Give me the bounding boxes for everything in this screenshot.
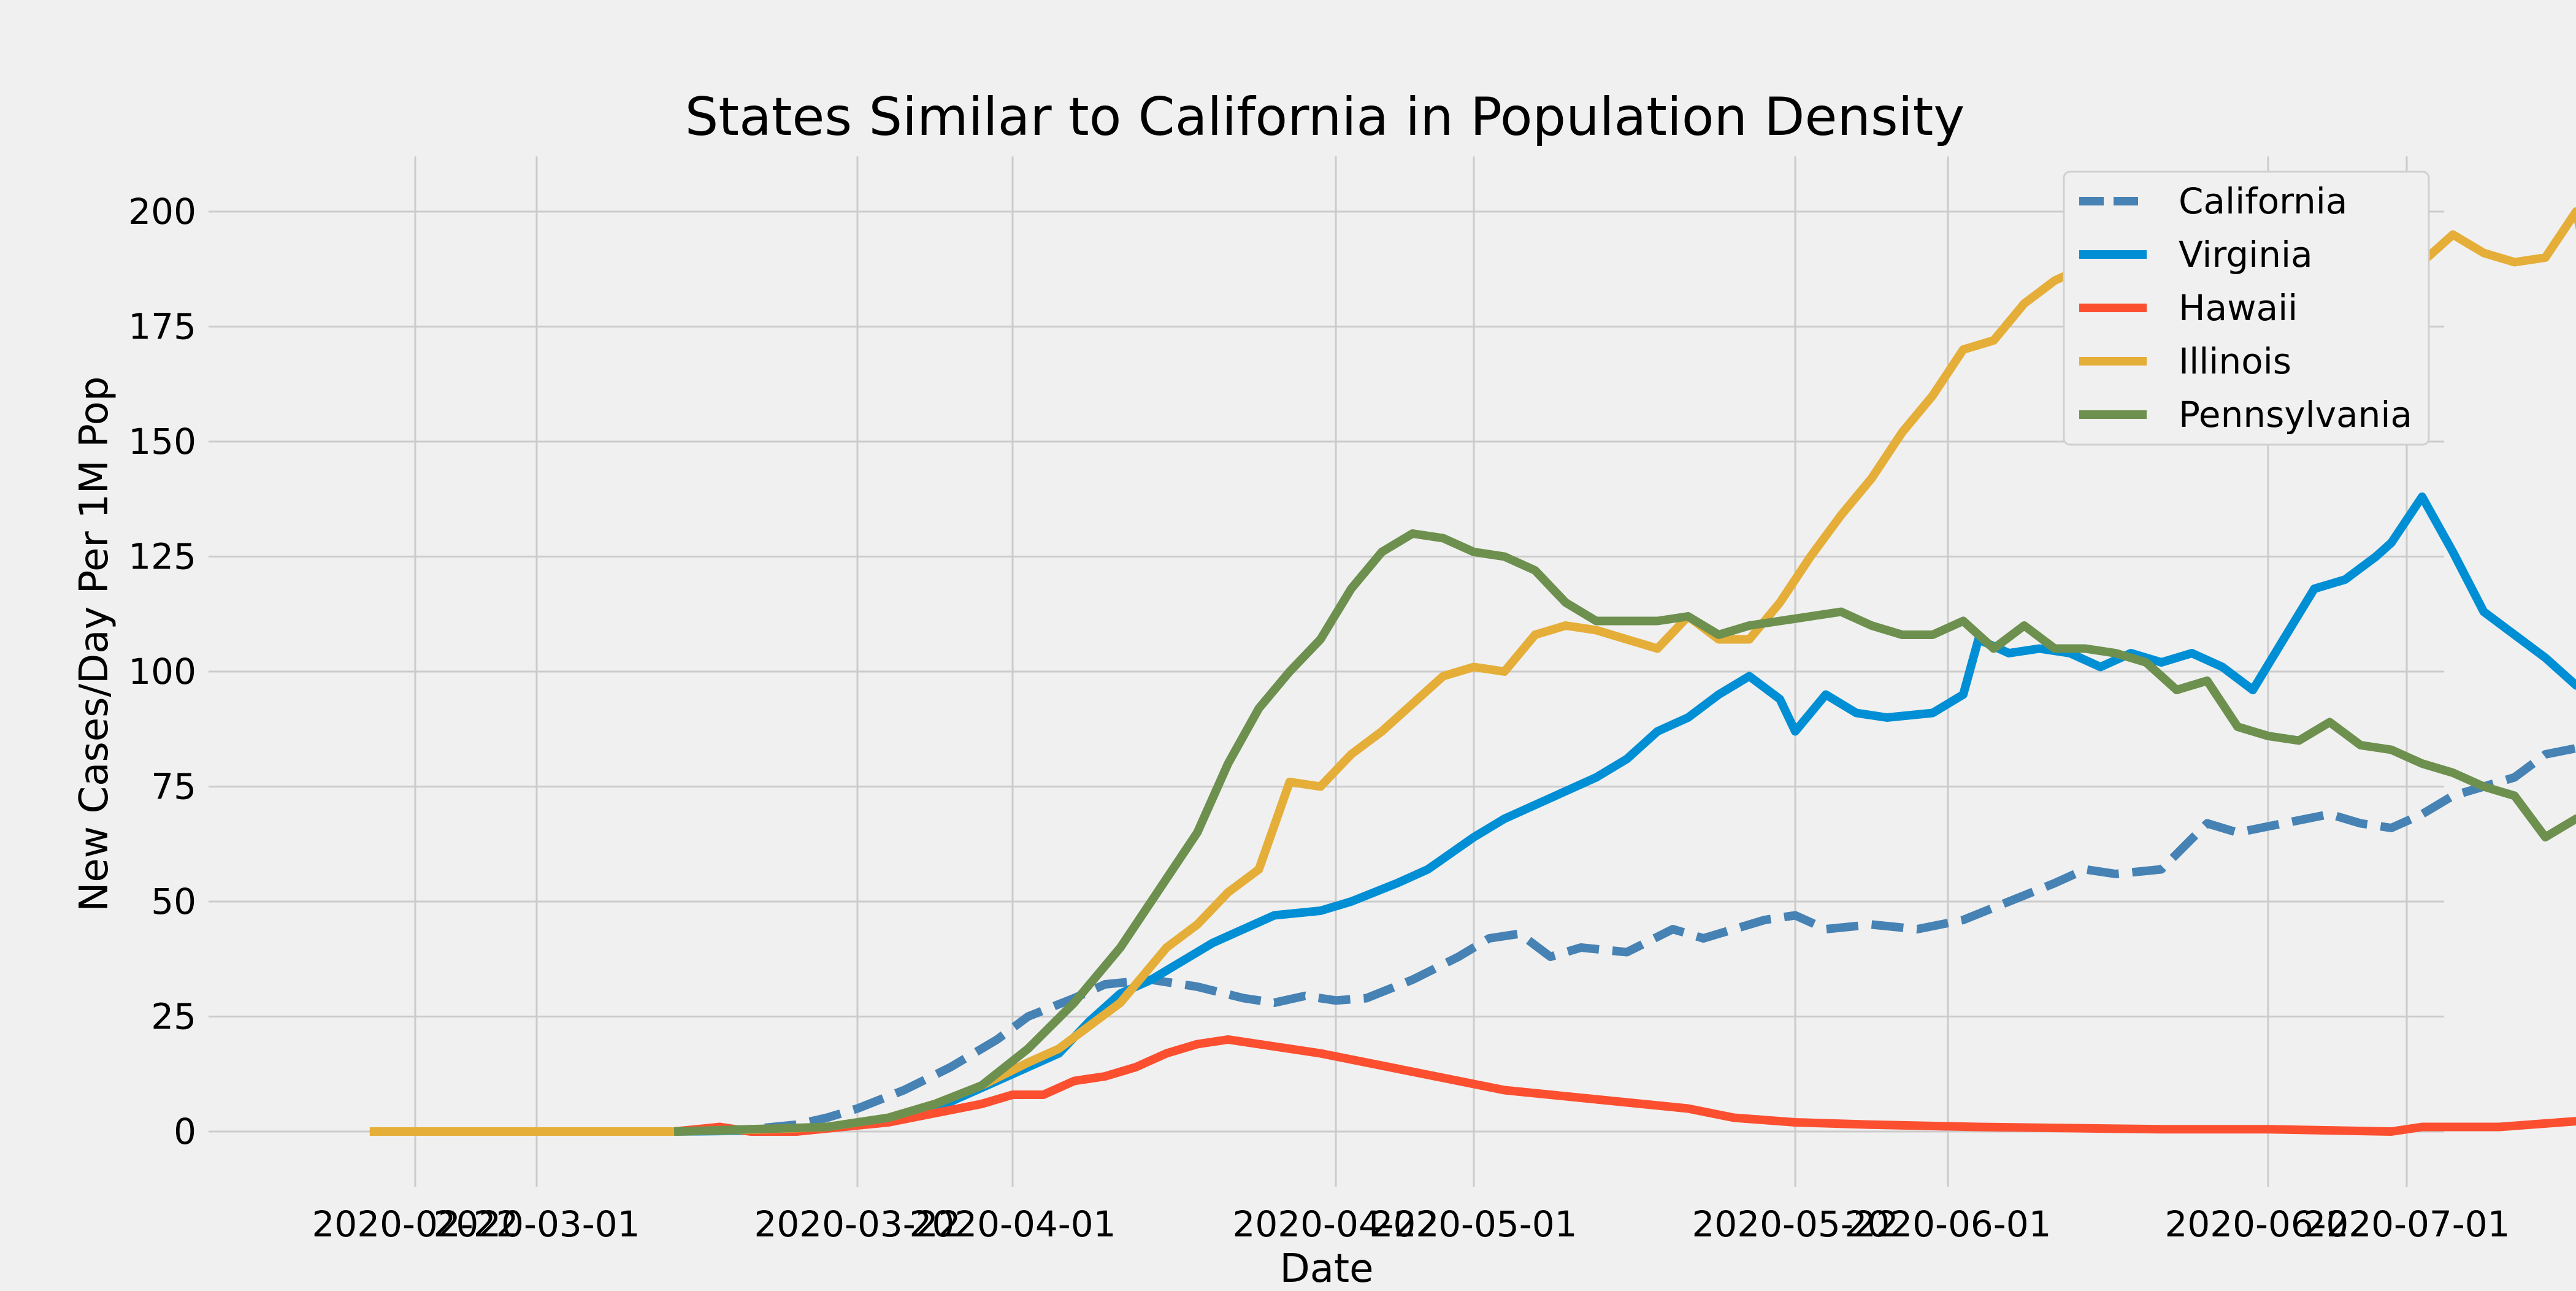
y-tick-label: 50 [151,881,196,922]
x-tick-label: 2020-05-22 [1692,1203,1898,1245]
y-tick-label: 75 [151,766,196,808]
x-tick-label: 2020-02-22 [312,1203,518,1245]
y-tick-label: 150 [128,421,196,462]
x-axis-label: Date [1280,1246,1374,1288]
y-axis-label: New Cases/Day Per 1M Pop [72,377,117,912]
legend-label-california: California [2179,180,2347,222]
series-line-hawaii [673,1035,2576,1136]
y-tick-label: 200 [128,191,196,232]
chart-title: States Similar to California in Populati… [685,86,1965,148]
y-tick-label: 0 [174,1111,196,1152]
y-tick-label: 125 [128,536,196,578]
x-tick-label: 2020-03-01 [433,1203,640,1245]
x-tick-label: 2020-03-22 [754,1203,960,1245]
y-axis-tick-labels: 0 25 50 75 100 125 150 175 200 [128,191,196,1152]
legend-label-virginia: Virginia [2179,234,2313,275]
x-tick-label: 2020-05-01 [1370,1203,1577,1245]
legend: California Virginia Hawaii Illinois Pennsylv… [2063,170,2430,446]
x-tick-label: 2020-04-01 [909,1203,1116,1245]
x-tick-label: 2020-07-01 [2303,1203,2510,1245]
x-tick-label: 2020-04-22 [1232,1203,1439,1245]
legend-label-hawaii: Hawaii [2179,287,2298,329]
gridlines [209,156,2444,1187]
legend-label-pennsylvania: Pennsylvania [2179,394,2412,435]
legend-label-illinois: Illinois [2179,340,2291,382]
y-tick-label: 175 [128,306,196,348]
x-tick-label: 2020-06-01 [1844,1203,2051,1245]
y-tick-label: 100 [128,651,196,692]
x-tick-label: 2020-06-22 [2164,1203,2371,1245]
legend-box [2063,170,2430,446]
y-tick-label: 25 [151,996,196,1038]
series-line-pennsylvania [673,529,2576,1136]
